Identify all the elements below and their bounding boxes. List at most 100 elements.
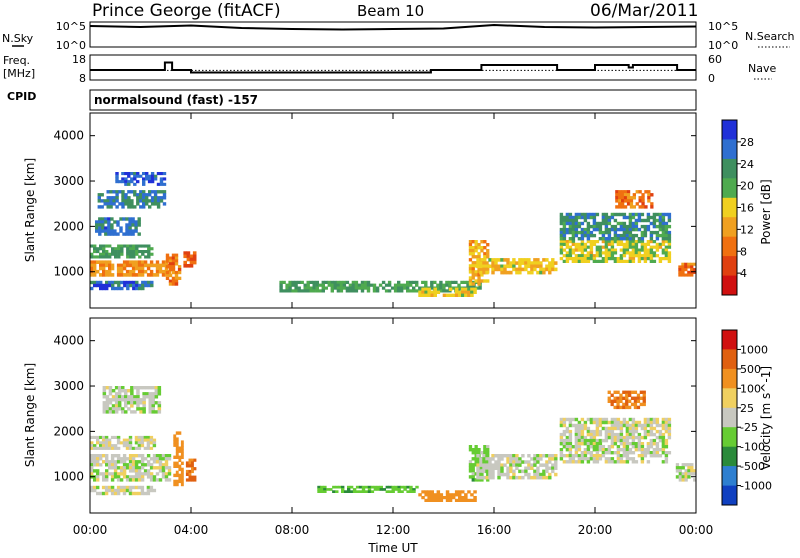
heatmap-cell-10 — [592, 420, 597, 425]
heatmap-cell-9 — [509, 463, 513, 467]
heatmap-cell-7 — [448, 496, 453, 500]
heatmap-cell-0 — [113, 454, 118, 458]
heatmap-cell-13 — [616, 227, 621, 232]
heatmap-cell-13 — [637, 215, 642, 220]
heatmap-cell-14 — [626, 199, 631, 203]
heatmap-cell-8 — [297, 286, 301, 290]
heatmap-cell-10 — [580, 460, 585, 464]
heatmap-cell-12 — [565, 242, 570, 246]
heatmap-cell-10 — [468, 258, 473, 262]
heatmap-cell-0 — [108, 472, 112, 476]
heatmap-cell-6 — [174, 262, 179, 266]
heatmap-cell-1 — [110, 444, 115, 448]
heatmap-cell-2 — [128, 229, 132, 233]
heatmap-cell-8 — [339, 289, 344, 293]
heatmap-cell-1 — [117, 244, 121, 248]
heatmap-cell-1 — [146, 444, 151, 448]
heatmap-cell-10 — [646, 451, 651, 455]
heatmap-cell-10 — [619, 454, 624, 458]
heatmap-cell-9 — [433, 287, 437, 291]
heatmap-cell-3 — [118, 190, 122, 194]
heatmap-cell-13 — [634, 212, 639, 217]
heatmap-cell-15 — [678, 273, 682, 277]
heatmap-cell-13 — [646, 212, 651, 217]
heatmap-cell-3 — [145, 386, 149, 390]
heatmap-cell-2 — [110, 485, 115, 490]
heatmap-cell-12 — [580, 242, 585, 246]
velocity-ylabel: Slant Range [km] — [23, 363, 37, 467]
heatmap-cell-14 — [632, 193, 636, 197]
heatmap-cell-13 — [646, 215, 651, 220]
heatmap-cell-1 — [129, 247, 133, 251]
heatmap-cell-11 — [622, 390, 626, 394]
heatmap-cell-9 — [524, 460, 528, 464]
heatmap-cell-4 — [133, 177, 137, 181]
heatmap-cell-1 — [108, 255, 112, 259]
heatmap-cell-12 — [693, 478, 697, 482]
heatmap-cell-13 — [652, 221, 657, 226]
heatmap-cell-13 — [628, 218, 633, 223]
heatmap-cell-13 — [562, 215, 567, 220]
heatmap-cell-13 — [562, 227, 567, 232]
heatmap-cell-6 — [165, 253, 170, 257]
heatmap-cell-0 — [102, 269, 106, 274]
heatmap-cell-9 — [470, 293, 474, 297]
heatmap-cell-13 — [586, 221, 591, 226]
heatmap-cell-6 — [406, 485, 410, 489]
heatmap-cell-10 — [574, 454, 579, 458]
heatmap-cell-8 — [366, 283, 371, 287]
heatmap-cell-10 — [643, 426, 648, 431]
heatmap-cell-9 — [518, 457, 522, 461]
heatmap-cell-12 — [604, 254, 609, 258]
heatmap-cell-3 — [157, 392, 162, 396]
heatmap-cell-1 — [132, 250, 136, 254]
heatmap-cell-5 — [102, 283, 106, 288]
heatmap-cell-10 — [471, 267, 475, 271]
heatmap-cell-8 — [468, 445, 473, 449]
heatmap-cell-11 — [509, 261, 513, 265]
heatmap-cell-0 — [140, 269, 145, 274]
heatmap-cell-9 — [512, 454, 516, 458]
heatmap-cell-13 — [613, 218, 618, 223]
heatmap-cell-10 — [468, 246, 473, 250]
heatmap-cell-12 — [565, 240, 570, 244]
heatmap-cell-13 — [559, 212, 564, 217]
heatmap-cell-12 — [604, 240, 609, 244]
heatmap-cell-14 — [641, 202, 645, 206]
heatmap-cell-3 — [139, 196, 143, 200]
heatmap-cell-3 — [148, 190, 152, 194]
heatmap-cell-13 — [616, 221, 621, 226]
heatmap-cell-9 — [461, 290, 465, 294]
heatmap-cell-9 — [548, 466, 552, 470]
heatmap-cell-13 — [562, 224, 567, 229]
heatmap-cell-10 — [661, 426, 666, 431]
heatmap-cell-10 — [652, 426, 657, 431]
heatmap-cell-6 — [168, 265, 173, 269]
heatmap-cell-15 — [678, 265, 682, 269]
heatmap-cell-8 — [474, 454, 478, 458]
heatmap-cell-9 — [482, 460, 486, 464]
heatmap-cell-3 — [154, 395, 159, 399]
heatmap-cell-4 — [130, 172, 134, 176]
heatmap-cell-10 — [646, 460, 651, 464]
heatmap-cell-2 — [143, 491, 148, 496]
heatmap-cell-9 — [548, 457, 552, 461]
heatmap-cell-10 — [483, 279, 487, 283]
heatmap-cell-12 — [625, 251, 630, 255]
heatmap-cell-13 — [607, 237, 612, 241]
heatmap-cell-0 — [134, 472, 139, 476]
heatmap-cell-10 — [568, 454, 573, 458]
heatmap-cell-9 — [536, 460, 540, 464]
heatmap-cell-12 — [595, 251, 600, 255]
heatmap-cell-0 — [96, 457, 100, 461]
heatmap-cell-0 — [93, 454, 97, 458]
heatmap-cell-10 — [661, 451, 666, 455]
heatmap-cell-5 — [188, 469, 192, 474]
heatmap-cell-13 — [604, 221, 609, 226]
heatmap-cell-8 — [474, 448, 478, 452]
heatmap-cell-10 — [634, 445, 639, 449]
heatmap-cell-8 — [336, 280, 341, 284]
heatmap-cell-12 — [565, 245, 570, 249]
heatmap-cell-0 — [164, 472, 169, 476]
heatmap-cell-0 — [131, 475, 136, 479]
